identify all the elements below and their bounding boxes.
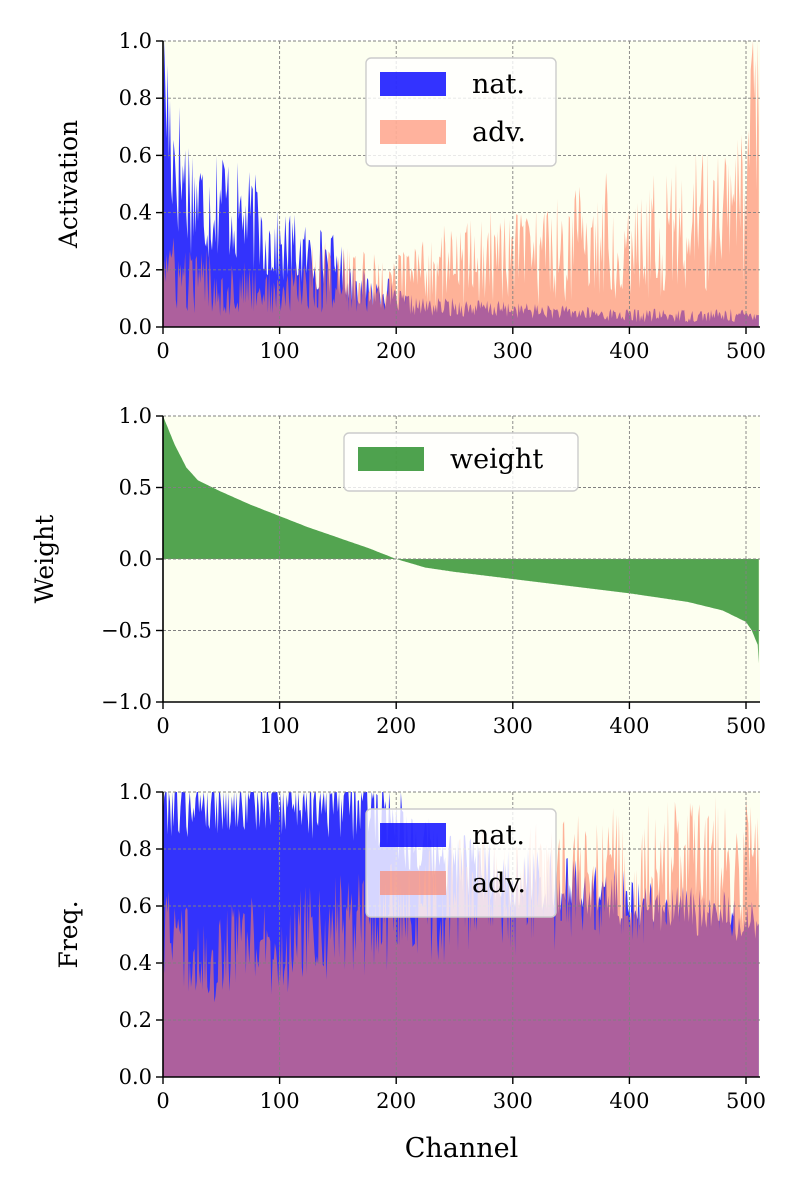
y-tick-label: −1.0 bbox=[101, 690, 152, 714]
y-tick-label: 0.8 bbox=[119, 86, 152, 110]
legend-label-weight: weight bbox=[450, 444, 543, 475]
x-tick-label: 500 bbox=[726, 1089, 766, 1113]
x-tick-label: 500 bbox=[726, 714, 766, 738]
legend: weight bbox=[343, 432, 579, 492]
x-tick-label: 0 bbox=[156, 714, 169, 738]
legend-label-adv: adv. bbox=[472, 868, 526, 899]
legend-label-nat: nat. bbox=[472, 820, 525, 851]
y-axis-label: Freq. bbox=[54, 900, 83, 968]
legend: nat. adv. bbox=[365, 57, 557, 167]
x-tick-label: 300 bbox=[493, 1089, 533, 1113]
y-tick-label: 1.0 bbox=[119, 404, 152, 428]
y-tick-label: 0.0 bbox=[119, 315, 152, 339]
series-area-weight bbox=[163, 416, 759, 664]
legend-swatch-weight bbox=[358, 447, 424, 471]
y-tick-label: 1.0 bbox=[119, 29, 152, 53]
legend-swatch-adv bbox=[380, 120, 446, 144]
legend-label-nat: nat. bbox=[472, 69, 525, 100]
panel-weight: −1.0 −0.5 0.0 0.5 1.0 0 100 200 300 400 500 Weight w… bbox=[30, 404, 766, 738]
panel-frequency: 0.0 0.2 0.4 0.6 0.8 1.0 0 100 200 300 400 500 Freq. C… bbox=[54, 780, 766, 1164]
x-tick-label: 100 bbox=[260, 339, 300, 363]
legend-swatch-adv bbox=[380, 871, 446, 895]
y-tick-label: 1.0 bbox=[119, 780, 152, 804]
legend-swatch-nat bbox=[380, 72, 446, 96]
y-tick-label: 0.0 bbox=[119, 1065, 152, 1089]
y-tick-label: 0.4 bbox=[119, 201, 152, 225]
y-axis-label: Weight bbox=[30, 515, 59, 604]
x-tick-label: 500 bbox=[726, 339, 766, 363]
x-axis-label: Channel bbox=[405, 1133, 519, 1164]
series-area-adv bbox=[163, 796, 759, 1077]
legend-label-adv: adv. bbox=[472, 117, 526, 148]
y-tick-label: 0.4 bbox=[119, 951, 152, 975]
y-tick-label: 0.6 bbox=[119, 143, 152, 167]
x-tick-label: 100 bbox=[260, 714, 300, 738]
x-tick-label: 400 bbox=[609, 339, 649, 363]
x-tick-label: 200 bbox=[376, 714, 416, 738]
x-tick-label: 200 bbox=[376, 1089, 416, 1113]
y-tick-label: −0.5 bbox=[101, 619, 152, 643]
panel-activation: 0.0 0.2 0.4 0.6 0.8 1.0 0 100 200 300 400 500 Activa… bbox=[54, 29, 766, 363]
y-tick-label: 0.8 bbox=[119, 837, 152, 861]
x-tick-label: 200 bbox=[376, 339, 416, 363]
y-tick-label: 0.2 bbox=[119, 1008, 152, 1032]
x-tick-label: 0 bbox=[156, 339, 169, 363]
legend-swatch-nat bbox=[380, 823, 446, 847]
y-axis-label: Activation bbox=[54, 120, 83, 249]
y-tick-label: 0.6 bbox=[119, 894, 152, 918]
x-tick-label: 0 bbox=[156, 1089, 169, 1113]
x-tick-label: 100 bbox=[260, 1089, 300, 1113]
legend: nat. adv. bbox=[365, 808, 557, 918]
x-tick-label: 300 bbox=[493, 339, 533, 363]
y-tick-label: 0.5 bbox=[119, 476, 152, 500]
y-tick-label: 0.2 bbox=[119, 258, 152, 282]
x-tick-label: 400 bbox=[609, 1089, 649, 1113]
x-tick-label: 400 bbox=[609, 714, 649, 738]
y-tick-label: 0.0 bbox=[119, 547, 152, 571]
x-tick-label: 300 bbox=[493, 714, 533, 738]
